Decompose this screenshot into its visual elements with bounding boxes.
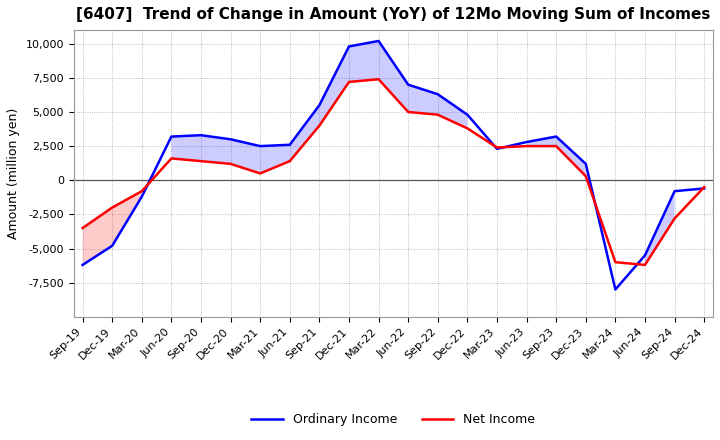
Line: Ordinary Income: Ordinary Income [83,41,704,290]
Ordinary Income [167,134,176,139]
Line: Net Income: Net Income [83,79,704,265]
Ordinary Income [700,186,708,191]
Net Income [433,112,442,117]
Ordinary Income [582,161,590,166]
Net Income [256,171,264,176]
Legend: Ordinary Income, Net Income: Ordinary Income, Net Income [246,408,540,431]
Net Income [463,126,472,131]
Ordinary Income [197,132,205,138]
Net Income [138,188,146,194]
Net Income [611,260,620,265]
Net Income [641,262,649,268]
Ordinary Income [670,188,679,194]
Ordinary Income [374,38,383,44]
Net Income [552,143,560,149]
Ordinary Income [138,194,146,199]
Net Income [285,158,294,164]
Net Income [197,158,205,164]
Net Income [374,77,383,82]
Ordinary Income [522,139,531,145]
Ordinary Income [345,44,354,49]
Ordinary Income [463,112,472,117]
Net Income [582,173,590,179]
Net Income [700,184,708,190]
Net Income [315,123,324,128]
Ordinary Income [641,253,649,258]
Net Income [492,145,501,150]
Net Income [670,216,679,221]
Net Income [108,205,117,210]
Ordinary Income [78,262,87,268]
Net Income [345,79,354,84]
Ordinary Income [108,243,117,249]
Net Income [522,143,531,149]
Ordinary Income [404,82,413,87]
Ordinary Income [285,142,294,147]
Ordinary Income [552,134,560,139]
Net Income [167,156,176,161]
Ordinary Income [492,146,501,151]
Ordinary Income [315,103,324,108]
Ordinary Income [256,143,264,149]
Y-axis label: Amount (million yen): Amount (million yen) [7,108,20,239]
Ordinary Income [433,92,442,97]
Ordinary Income [226,137,235,142]
Title: [6407]  Trend of Change in Amount (YoY) of 12Mo Moving Sum of Incomes: [6407] Trend of Change in Amount (YoY) o… [76,7,711,22]
Ordinary Income [611,287,620,292]
Net Income [226,161,235,166]
Net Income [78,225,87,231]
Net Income [404,110,413,115]
